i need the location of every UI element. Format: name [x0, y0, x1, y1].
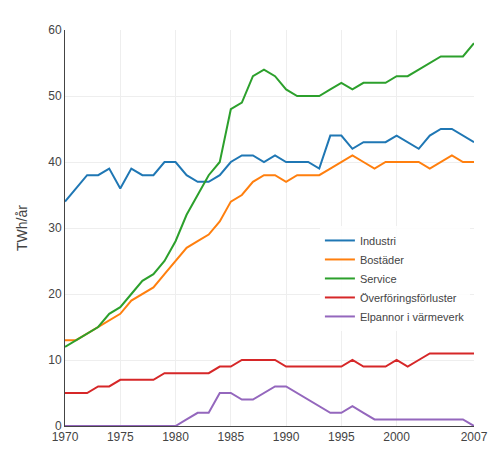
svg-text:Industri: Industri: [360, 235, 396, 247]
svg-text:1975: 1975: [107, 430, 134, 444]
svg-text:50: 50: [48, 89, 62, 103]
svg-text:Elpannor i värmeverk: Elpannor i värmeverk: [360, 311, 464, 323]
svg-text:Service: Service: [360, 273, 397, 285]
svg-text:Bostäder: Bostäder: [360, 254, 404, 266]
svg-text:Överföringsförluster: Överföringsförluster: [360, 292, 457, 304]
svg-text:2007: 2007: [461, 430, 488, 444]
svg-text:60: 60: [48, 23, 62, 37]
svg-text:10: 10: [48, 353, 62, 367]
svg-text:0: 0: [55, 419, 62, 433]
svg-text:2000: 2000: [383, 430, 410, 444]
svg-text:1985: 1985: [217, 430, 244, 444]
svg-text:30: 30: [48, 221, 62, 235]
svg-text:40: 40: [48, 155, 62, 169]
svg-text:1995: 1995: [328, 430, 355, 444]
svg-text:1980: 1980: [162, 430, 189, 444]
svg-text:1990: 1990: [273, 430, 300, 444]
svg-text:1970: 1970: [52, 430, 79, 444]
svg-text:TWh/år: TWh/år: [14, 205, 30, 251]
svg-text:20: 20: [48, 287, 62, 301]
